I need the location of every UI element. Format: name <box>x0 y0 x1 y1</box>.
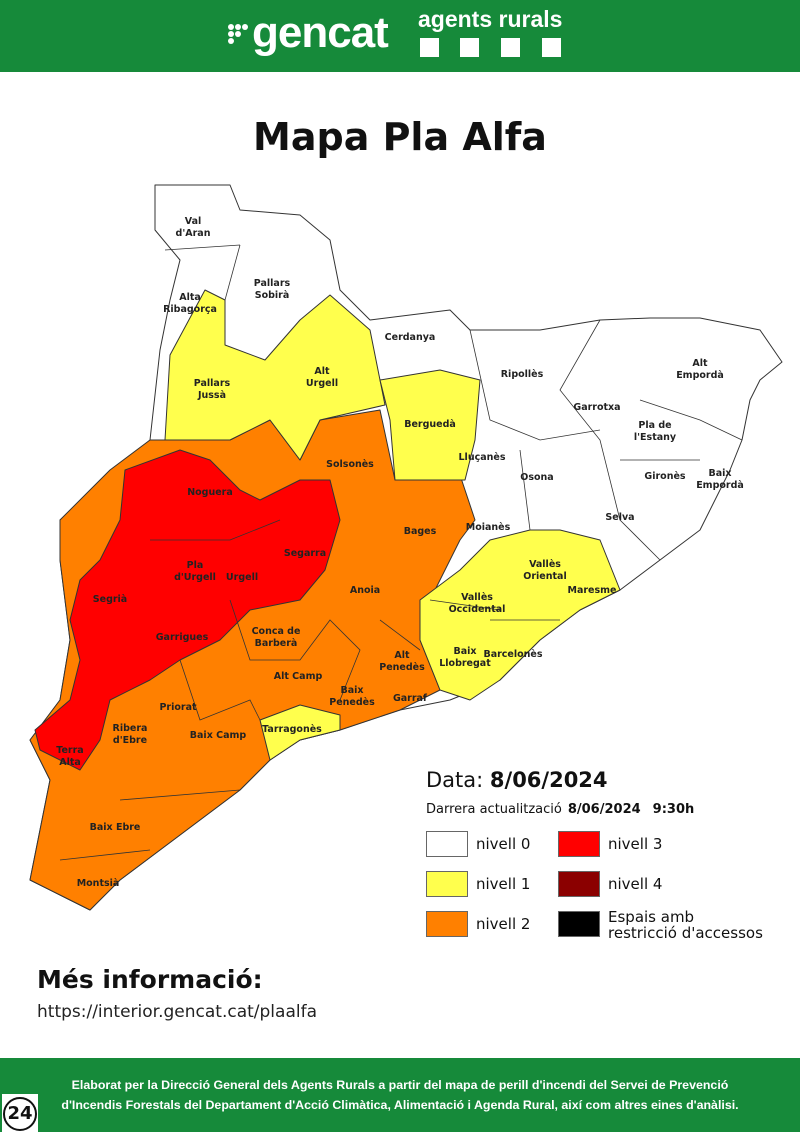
footer-bar <box>0 1058 800 1132</box>
more-info-link[interactable]: https://interior.gencat.cat/plaalfa <box>37 1002 317 1022</box>
update-date: 8/06/2024 <box>567 802 641 817</box>
comarca-boundary <box>59 244 743 861</box>
legend-label: Espais amb restricció d'accessos <box>608 908 763 942</box>
comarca-label: Lluçanès <box>458 452 506 463</box>
badge-24-logo: 24 <box>2 1094 38 1132</box>
comarca-label: Vallès Occidental <box>448 592 506 615</box>
legend-label: nivell 2 <box>476 915 531 933</box>
legend-label: nivell 3 <box>608 835 663 853</box>
comarca-label: Solsonès <box>326 459 374 470</box>
comarca-label: Barcelonès <box>483 649 543 660</box>
agents-rurals-logo: agents rurals <box>418 6 563 32</box>
date-label: Data: <box>426 768 484 792</box>
date-value: 8/06/2024 <box>489 768 608 792</box>
comarca-label: Segarra <box>283 548 327 559</box>
region-nivell-1 <box>164 289 386 461</box>
comarca-label: Montsià <box>76 878 120 889</box>
legend-swatch-nivell-0 <box>426 831 468 857</box>
legend-swatch-nivell-3 <box>558 831 600 857</box>
comarca-label: Baix Llobregat <box>439 646 491 669</box>
comarca-label: Garrigues <box>155 632 209 643</box>
comarca-label: Moianès <box>465 522 511 533</box>
comarca-label: Urgell <box>225 572 259 583</box>
comarca-label: Pla d'Urgell <box>174 560 216 583</box>
legend-label: nivell 0 <box>476 835 531 853</box>
region-nivell-3 <box>34 449 341 771</box>
comarca-label: Pallars Jussà <box>193 378 231 401</box>
comarca-label: Maresme <box>567 585 617 596</box>
comarca-label: Vallès Oriental <box>523 559 567 582</box>
comarca-label: Alt Camp <box>273 671 323 682</box>
comarca-label: Baix Ebre <box>89 822 141 833</box>
gencat-dots-icon <box>228 24 248 50</box>
comarca-label: Anoia <box>349 585 381 596</box>
comarca-label: Priorat <box>159 702 197 713</box>
comarca-label: Baix Empordà <box>696 468 744 491</box>
region-nivell-1 <box>259 704 341 761</box>
header-bar <box>0 0 800 72</box>
legend-swatch-nivell-4 <box>558 871 600 897</box>
update-label: Darrera actualització <box>426 802 562 817</box>
comarca-label: Alt Urgell <box>305 366 339 389</box>
logo-square <box>501 38 520 57</box>
comarca-label: Alt Empordà <box>676 358 724 381</box>
legend-label: nivell 4 <box>608 875 663 893</box>
comarca-label: Garraf <box>392 693 428 704</box>
comarca-label: Baix Camp <box>189 730 247 741</box>
gencat-logo: gencat <box>252 8 389 57</box>
region-nivell-1 <box>419 529 621 701</box>
comarca-label: Berguedà <box>404 419 456 430</box>
comarca-label: Gironès <box>644 471 686 482</box>
region-nivell-1 <box>379 369 481 481</box>
legend-label: nivell 1 <box>476 875 531 893</box>
logo-square <box>420 38 439 57</box>
comarca-label: Tarragonès <box>262 724 322 735</box>
comarca-label: Noguera <box>187 487 233 498</box>
comarca-label: Pallars Sobirà <box>253 278 291 301</box>
comarca-label: Cerdanya <box>384 332 436 343</box>
legend-swatch-nivell-1 <box>426 871 468 897</box>
comarca-label: Conca de Barberà <box>251 626 301 649</box>
page-title: Mapa Pla Alfa <box>253 115 547 159</box>
comarca-label: Ripollès <box>500 369 544 380</box>
comarca-label: Alta Ribagorça <box>163 292 217 315</box>
comarca-label: Baix Penedès <box>329 685 375 708</box>
update-time: 9:30h <box>652 802 695 817</box>
comarca-label: Garrotxa <box>573 402 621 413</box>
badge-text: 24 <box>3 1097 37 1131</box>
comarca-label: Ribera d'Ebre <box>112 723 148 746</box>
comarca-label: Terra Alta <box>56 745 84 768</box>
logo-square <box>460 38 479 57</box>
comarca-label: Segrià <box>92 594 128 605</box>
logo-square <box>542 38 561 57</box>
comarca-label: Pla de l'Estany <box>633 420 677 443</box>
legend-swatch-nivell-2 <box>426 911 468 937</box>
legend-date: Data: 8/06/2024 <box>426 768 608 792</box>
comarca-label: Alt Penedès <box>379 650 425 673</box>
comarca-label: Selva <box>605 512 635 523</box>
more-info-heading: Més informació: <box>37 965 263 994</box>
comarca-label: Bages <box>403 526 437 537</box>
legend-update: Darrera actualització 8/06/2024 9:30h <box>426 802 694 817</box>
footer-text: Elaborat per la Direcció General dels Ag… <box>61 1078 739 1112</box>
comarca-label: Val d'Aran <box>175 216 211 239</box>
legend-swatch-restriccio <box>558 911 600 937</box>
comarca-label: Osona <box>520 472 554 483</box>
